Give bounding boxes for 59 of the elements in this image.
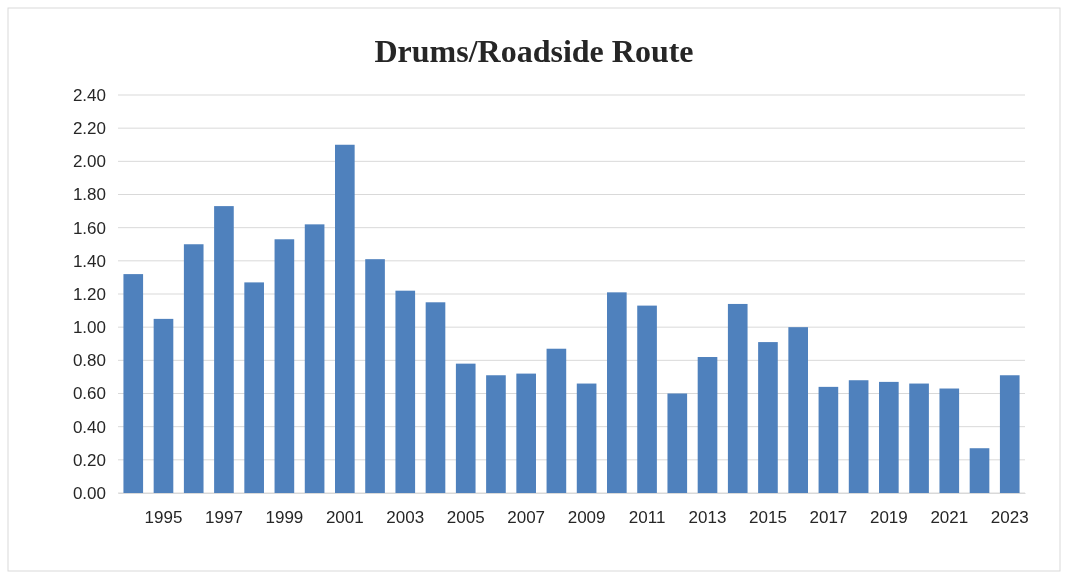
x-tick-label: 2019: [869, 508, 908, 528]
y-tick-label: 0.20: [72, 450, 106, 470]
x-tick-label: 1995: [144, 508, 183, 528]
y-tick-label: 1.20: [72, 284, 106, 304]
y-tick-label: 0.60: [72, 384, 106, 404]
y-tick-label: 0.40: [72, 417, 106, 437]
y-tick-label: 1.00: [72, 318, 106, 338]
bar: [818, 386, 839, 493]
bar: [425, 302, 446, 493]
x-tick-label: 2013: [688, 508, 727, 528]
x-tick-label: 2017: [809, 508, 848, 528]
bar: [879, 381, 899, 493]
bar: [788, 327, 808, 493]
bar: [758, 342, 778, 493]
y-tick-label: 2.20: [72, 119, 106, 139]
x-tick-label: 2015: [749, 508, 787, 528]
bar: [214, 206, 234, 493]
x-tick-label: 2021: [930, 508, 969, 528]
bar: [395, 290, 416, 493]
bar: [637, 305, 657, 493]
y-tick-label: 1.80: [72, 185, 106, 205]
bar: [546, 348, 567, 493]
x-tick-label: 2003: [386, 508, 425, 528]
bar: [697, 357, 718, 493]
bar: [667, 393, 688, 493]
x-tick-label: 2005: [446, 508, 485, 528]
y-tick-label: 1.60: [72, 218, 106, 238]
bar: [244, 282, 264, 493]
x-tick-label: 2011: [628, 508, 666, 528]
x-tick-label: 2023: [990, 508, 1029, 528]
bar: [848, 380, 869, 493]
bar: [607, 292, 627, 493]
y-tick-label: 0.00: [72, 483, 106, 503]
bar: [999, 375, 1020, 493]
bar: [455, 363, 476, 493]
y-tick-label: 2.40: [72, 85, 106, 105]
y-tick-label: 2.00: [72, 152, 106, 172]
x-tick-label: 2009: [567, 508, 606, 528]
bar: [486, 375, 506, 493]
bar: [304, 224, 325, 493]
bar: [516, 373, 536, 493]
bar: [365, 259, 385, 493]
bar: [335, 144, 355, 493]
x-tick-label: 1997: [205, 508, 243, 528]
x-tick-label: 2001: [325, 508, 364, 528]
y-tick-label: 0.80: [72, 351, 106, 371]
bar: [274, 239, 295, 493]
x-tick-label: 1999: [265, 508, 304, 528]
chart-title: Drums/Roadside Route: [374, 33, 694, 69]
bar: [727, 303, 748, 493]
x-tick-label: 2007: [507, 508, 546, 528]
bar: [576, 383, 597, 493]
bar: [939, 388, 960, 493]
bar: [909, 383, 929, 493]
bar: [123, 274, 144, 493]
bar: [183, 244, 204, 493]
bar: [969, 448, 990, 493]
bar: [153, 318, 174, 493]
y-tick-label: 1.40: [72, 251, 106, 271]
